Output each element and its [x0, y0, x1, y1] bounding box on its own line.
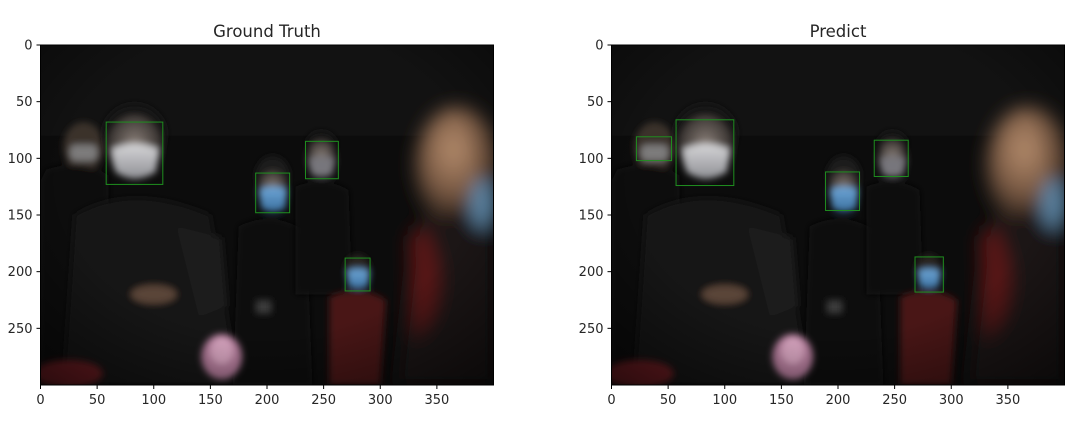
image — [606, 45, 1071, 387]
bounding-box — [914, 256, 944, 293]
x-tick-label: 300 — [368, 393, 393, 408]
subplot-predict: Predict 0 50 100 150 200 250 300 350 0 50 100 150 2… — [579, 22, 1071, 408]
y-tick-label: 200 — [8, 265, 33, 280]
y-tick-label: 100 — [579, 152, 604, 167]
x-tick-label: 350 — [424, 393, 449, 408]
bounding-box — [635, 136, 673, 162]
x-axis: 0 50 100 150 200 250 300 350 — [36, 385, 449, 408]
y-tick-label: 100 — [8, 152, 33, 167]
x-tick-label: 0 — [36, 393, 44, 408]
y-tick-label: 150 — [579, 209, 604, 224]
y-tick-label: 150 — [8, 209, 33, 224]
image — [35, 45, 500, 387]
bounding-box — [105, 121, 164, 185]
subplot-title: Predict — [810, 22, 867, 41]
y-tick-label: 250 — [8, 322, 33, 337]
y-tick-label: 250 — [579, 322, 604, 337]
y-axis: 0 50 100 150 200 250 — [579, 39, 612, 337]
bbox-layer — [105, 121, 371, 292]
y-tick-label: 50 — [587, 95, 604, 110]
x-tick-label: 100 — [712, 393, 737, 408]
x-tick-label: 350 — [995, 393, 1020, 408]
x-tick-label: 250 — [311, 393, 336, 408]
y-axis: 0 50 100 150 200 250 — [8, 39, 41, 337]
x-tick-label: 200 — [826, 393, 851, 408]
x-tick-label: 200 — [255, 393, 280, 408]
subplot-ground-truth: Ground Truth 0 50 100 150 200 250 300 350 0 50 10… — [8, 22, 500, 408]
bounding-box — [255, 172, 291, 214]
bounding-box — [873, 139, 909, 177]
x-tick-label: 50 — [89, 393, 106, 408]
x-axis: 0 50 100 150 200 250 300 350 — [607, 385, 1020, 408]
x-tick-label: 250 — [882, 393, 907, 408]
bounding-box — [344, 257, 371, 292]
bounding-box — [305, 140, 339, 180]
x-tick-label: 150 — [769, 393, 794, 408]
y-tick-label: 50 — [16, 95, 33, 110]
x-tick-label: 0 — [607, 393, 615, 408]
x-tick-label: 50 — [660, 393, 677, 408]
y-tick-label: 0 — [24, 39, 32, 54]
x-tick-label: 150 — [198, 393, 223, 408]
bounding-box — [825, 171, 861, 211]
bounding-box — [675, 119, 735, 187]
x-tick-label: 100 — [141, 393, 166, 408]
subplot-title: Ground Truth — [213, 22, 321, 41]
x-tick-label: 300 — [939, 393, 964, 408]
y-tick-label: 0 — [595, 39, 603, 54]
y-tick-label: 200 — [579, 265, 604, 280]
bbox-layer — [635, 119, 944, 293]
